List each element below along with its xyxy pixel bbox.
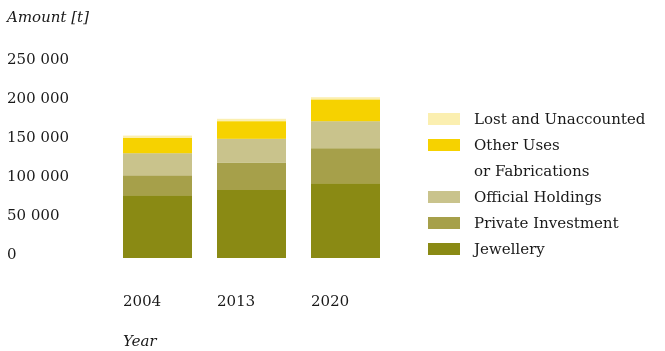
bar-segment <box>217 118 286 122</box>
x-tick-label: 2004 <box>123 292 161 310</box>
bar-segment <box>217 190 286 258</box>
legend-swatch <box>428 243 460 255</box>
legend-swatch <box>428 191 460 203</box>
y-tick-label: 150 000 <box>7 128 69 146</box>
y-tick-label: 0 <box>7 245 17 263</box>
x-tick-labels: 2004 2013 2020 <box>123 292 349 310</box>
y-tick-label: 200 000 <box>7 89 69 107</box>
bar-segment <box>217 162 286 190</box>
bar-segment <box>123 135 192 138</box>
bar-segment <box>311 99 380 122</box>
y-axis-title: Amount [t] <box>5 8 89 26</box>
legend-swatch <box>428 113 460 125</box>
legend-label: Official Holdings <box>474 188 602 206</box>
legend-label: or Fabrications <box>474 162 589 180</box>
legend-label: Lost and Unaccounted <box>474 110 646 128</box>
bar-segment <box>311 148 380 184</box>
x-tick-label: 2020 <box>311 292 349 310</box>
legend-label: Private Investment <box>474 214 619 232</box>
bar-segment <box>123 195 192 258</box>
y-tick-label: 250 000 <box>7 50 69 68</box>
x-tick-label: 2013 <box>217 292 255 310</box>
bar-segment <box>311 97 380 100</box>
y-tick-labels: 250 000 200 000 150 000 100 000 50 000 0 <box>7 50 69 263</box>
y-tick-label: 50 000 <box>7 206 60 224</box>
bar-segment <box>123 153 192 176</box>
bar-segment <box>217 138 286 163</box>
y-tick-label: 100 000 <box>7 167 69 185</box>
legend-swatch <box>428 217 460 229</box>
legend-label: Jewellery <box>472 240 545 258</box>
bar-segment <box>123 138 192 154</box>
bars <box>123 97 380 258</box>
bar-segment <box>123 175 192 196</box>
legend: Lost and Unaccounted Other Uses or Fabrica… <box>428 110 646 258</box>
bar-segment <box>311 183 380 258</box>
bar-segment <box>311 121 380 149</box>
bar-segment <box>217 121 286 139</box>
legend-swatch <box>428 139 460 151</box>
legend-label: Other Uses <box>474 136 560 154</box>
x-axis-title: Year <box>123 332 157 350</box>
